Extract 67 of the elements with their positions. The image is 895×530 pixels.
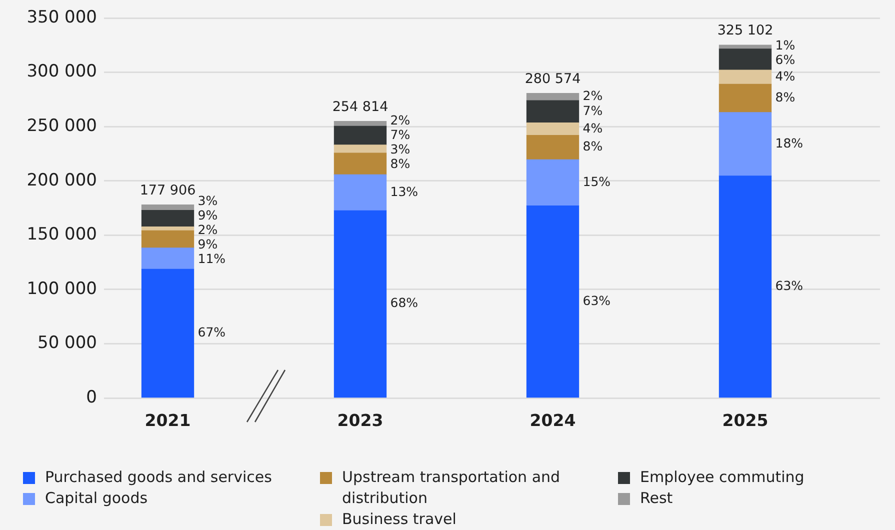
annotation: 11%	[198, 250, 226, 266]
annotation: 9%	[198, 236, 218, 252]
bar	[141, 248, 194, 270]
bar	[334, 144, 387, 154]
bar	[526, 122, 580, 136]
annotation: 18%	[775, 135, 804, 150]
annotation: 9%	[198, 207, 218, 222]
y-tick-label: 250 000	[26, 116, 97, 136]
bar	[334, 121, 387, 127]
bar	[141, 230, 194, 248]
y-tick-label: 0	[86, 387, 97, 408]
bar	[334, 174, 387, 212]
bar	[718, 70, 772, 85]
legend-label: Rest	[640, 488, 673, 509]
bar	[141, 204, 194, 211]
legend-label: Purchased goods and services	[45, 467, 272, 488]
bar	[334, 126, 387, 146]
legend-label: Upstream transportation and distribution	[342, 467, 562, 509]
total-label: 177 906	[140, 182, 196, 198]
annotation: 2%	[198, 222, 218, 237]
annotation: 7%	[582, 102, 603, 118]
bar	[718, 112, 772, 176]
annotation: 13%	[390, 184, 418, 199]
annotation: 8%	[775, 90, 796, 105]
x-tick-label: 2025	[722, 411, 768, 430]
annotation: 4%	[582, 120, 603, 136]
y-tick-label: 50 000	[38, 333, 97, 354]
bar	[526, 206, 580, 398]
bar	[526, 159, 580, 206]
annotation: 63%	[775, 278, 804, 293]
annotation: 3%	[390, 142, 410, 157]
legend-label: Business travel	[342, 509, 456, 530]
bar	[141, 268, 194, 398]
y-tick-label: 350 000	[26, 7, 97, 28]
annotation: 63%	[582, 292, 611, 308]
total-label: 325 102	[717, 22, 774, 39]
bar	[718, 84, 772, 113]
bar	[526, 100, 580, 124]
x-tick-label: 2023	[337, 411, 384, 430]
bar	[334, 152, 387, 176]
annotation: 67%	[198, 324, 226, 340]
annotation: 1%	[775, 37, 796, 52]
bar	[141, 210, 194, 228]
x-tick-label: 2021	[144, 411, 191, 430]
annotation: 15%	[582, 174, 611, 190]
annotation: 6%	[775, 52, 796, 67]
annotation: 3%	[198, 192, 218, 208]
annotation: 4%	[775, 68, 796, 84]
annotation: 7%	[390, 127, 410, 142]
bar	[526, 134, 580, 160]
bar	[718, 176, 772, 398]
annotation: 2%	[582, 88, 603, 104]
y-tick-label: 100 000	[26, 278, 97, 299]
total-label: 254 814	[332, 98, 388, 115]
y-tick-label: 150 000	[26, 224, 97, 245]
y-tick-label: 200 000	[26, 170, 97, 190]
bar	[334, 210, 387, 398]
annotation: 8%	[582, 138, 603, 154]
y-tick-label: 300 000	[26, 62, 97, 82]
total-label: 280 574	[524, 70, 581, 87]
annotation: 8%	[390, 156, 410, 172]
legend-label: Capital goods	[45, 488, 148, 509]
annotation: 2%	[390, 112, 410, 128]
legend-label: Employee commuting	[640, 467, 804, 488]
x-tick-label: 2024	[530, 411, 576, 430]
annotation: 68%	[390, 295, 418, 310]
bar	[718, 48, 772, 70]
